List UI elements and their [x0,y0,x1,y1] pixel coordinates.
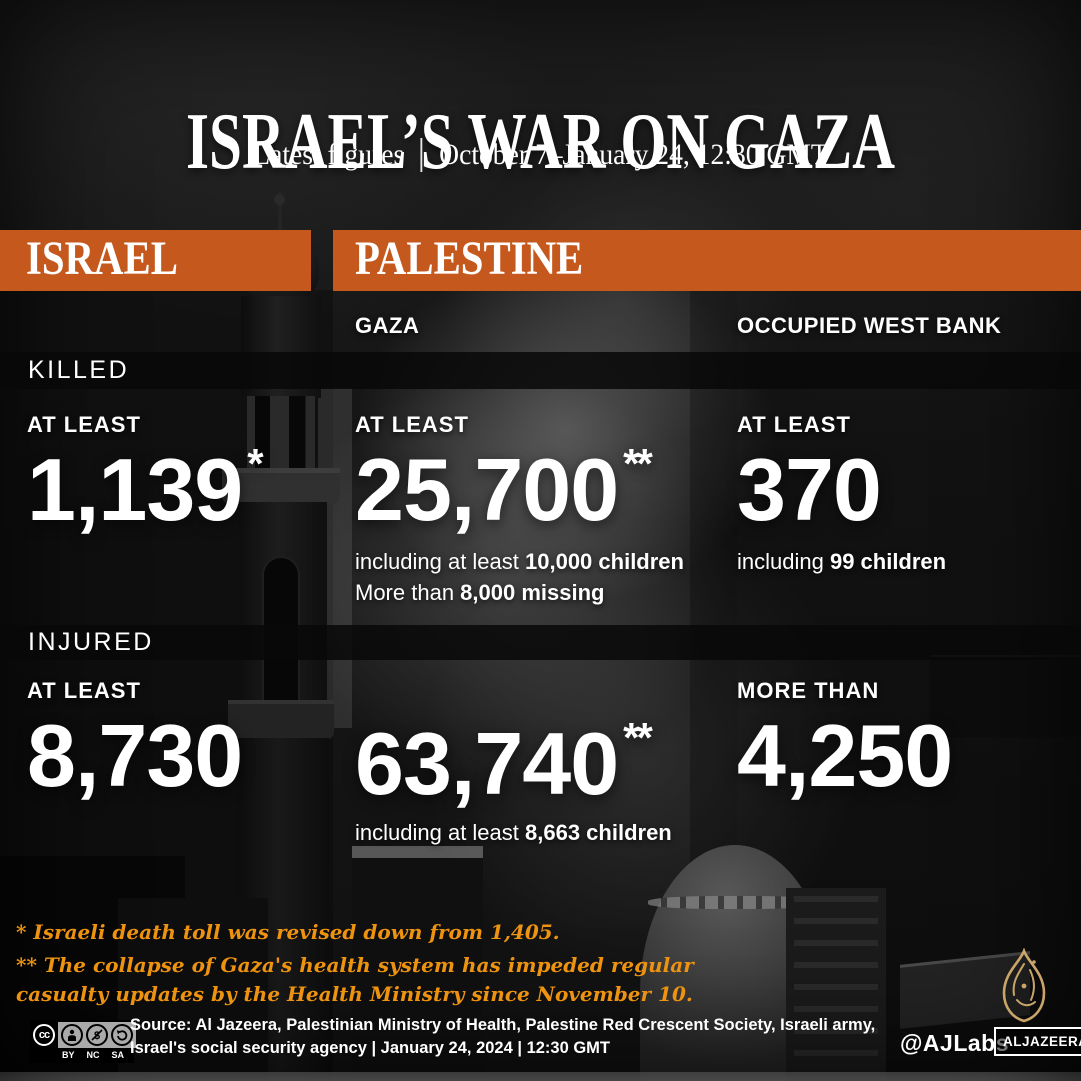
footnote-marker: * [247,440,263,487]
minaret-posts [247,396,315,470]
gaza-injured-children-note: including at least 8,663 children [355,817,672,848]
israel-injured-stat: AT LEAST 8,730 [27,678,243,805]
ground-strip [0,1072,1081,1081]
israel-killed-stat: AT LEAST 1,139 * [27,412,264,539]
cc-license-badge: cc $ BY NC SA [30,1020,136,1063]
page-title: ISRAEL’S WAR ON GAZA [186,97,895,186]
killed-section-label: KILLED [28,356,130,384]
gaza-killed-children-note: including at least 10,000 children More … [355,546,684,608]
source-attribution: Source: Al Jazeera, Palestinian Ministry… [130,1014,875,1060]
note-text: including at least [355,820,525,845]
west-bank-killed-qualifier: AT LEAST [737,412,851,437]
palestine-header-bar: PALESTINE [333,230,1081,291]
injured-section-band: INJURED [0,625,1081,660]
minaret-balcony [222,468,340,504]
ajlabs-handle: @AJLabs [900,1030,1010,1056]
note-bold: 99 children [829,549,947,574]
building-silhouette [352,858,483,1081]
note-text: More than [355,580,461,605]
israel-header-bar: ISRAEL [0,230,311,291]
cc-sa-label: SA [111,1050,124,1060]
note-bold: 8,000 missing [460,580,605,605]
minaret-balcony [228,700,334,740]
gaza-killed-stat: AT LEAST 25,700 ** [355,412,653,539]
building-silhouette [786,888,886,1081]
note-bold: 10,000 children [525,549,684,574]
israel-killed-qualifier: AT LEAST [27,412,141,437]
west-bank-injured-value: 4,250 [737,706,953,805]
footnote-health-system: ** The collapse of Gaza's health system … [16,953,694,1006]
note-text: including at least [355,549,525,574]
subtitle: Latest figures October 7–January 24, 12:… [43,138,1038,172]
israel-injured-qualifier: AT LEAST [27,678,141,703]
subtitle-divider-bar [420,138,423,172]
cc-by-person-icon [61,1024,83,1046]
cc-by-label: BY [61,1050,75,1060]
west-bank-injured-stat: MORE THAN 4,250 [737,678,953,805]
cc-sa-share-alike-icon [111,1024,133,1046]
gaza-killed-value: 25,700 ** [355,440,653,539]
source-line-2: Israel's social security agency | Januar… [130,1039,611,1057]
building-silhouette [118,898,268,1081]
israel-header-label: ISRAEL [26,232,178,285]
al-jazeera-flame-logo-icon [1002,948,1046,1023]
gaza-killed-qualifier: AT LEAST [355,412,469,437]
mosque-dome-band [648,896,822,909]
minaret-spire-ball [274,194,285,205]
cc-nc-no-dollar-icon: $ [86,1024,108,1046]
gaza-injured-value: 63,740 ** [355,714,653,813]
note-text: including [737,549,830,574]
note-bold: 8,663 children [525,820,672,845]
building-silhouette [930,655,1081,737]
palestine-header-label: PALESTINE [355,232,584,285]
west-bank-column-label: OCCUPIED WEST BANK [737,313,1002,338]
gaza-column-label: GAZA [355,313,420,338]
building-roofline [352,846,483,859]
west-bank-killed-value: 370 [737,440,882,539]
killed-section-band: KILLED [0,352,1081,389]
footnote-marker: ** [623,440,653,487]
israel-killed-value: 1,139 * [27,440,264,539]
cc-icon: cc [32,1022,58,1048]
cc-nc-label: NC [86,1050,100,1060]
al-jazeera-wordmark: ALJAZEERA [994,1027,1081,1056]
gaza-injured-stat: 63,740 ** [355,712,653,813]
injured-section-label: INJURED [28,628,154,656]
source-line-1: Source: Al Jazeera, Palestinian Ministry… [130,1016,876,1034]
west-bank-injured-qualifier: MORE THAN [737,678,880,703]
footnote-marker: ** [623,714,653,761]
subtitle-left: Latest figures [253,138,405,171]
israel-injured-value: 8,730 [27,706,243,805]
footnote-israel-revision: * Israeli death toll was revised down fr… [16,920,560,944]
creative-commons-icon: cc [33,1024,55,1046]
west-bank-killed-stat: AT LEAST 370 [737,412,882,539]
minaret-spire [278,192,282,238]
west-bank-killed-children-note: including 99 children [737,546,946,577]
subtitle-date-range: October 7–January 24, 12:30 GMT [439,138,828,171]
